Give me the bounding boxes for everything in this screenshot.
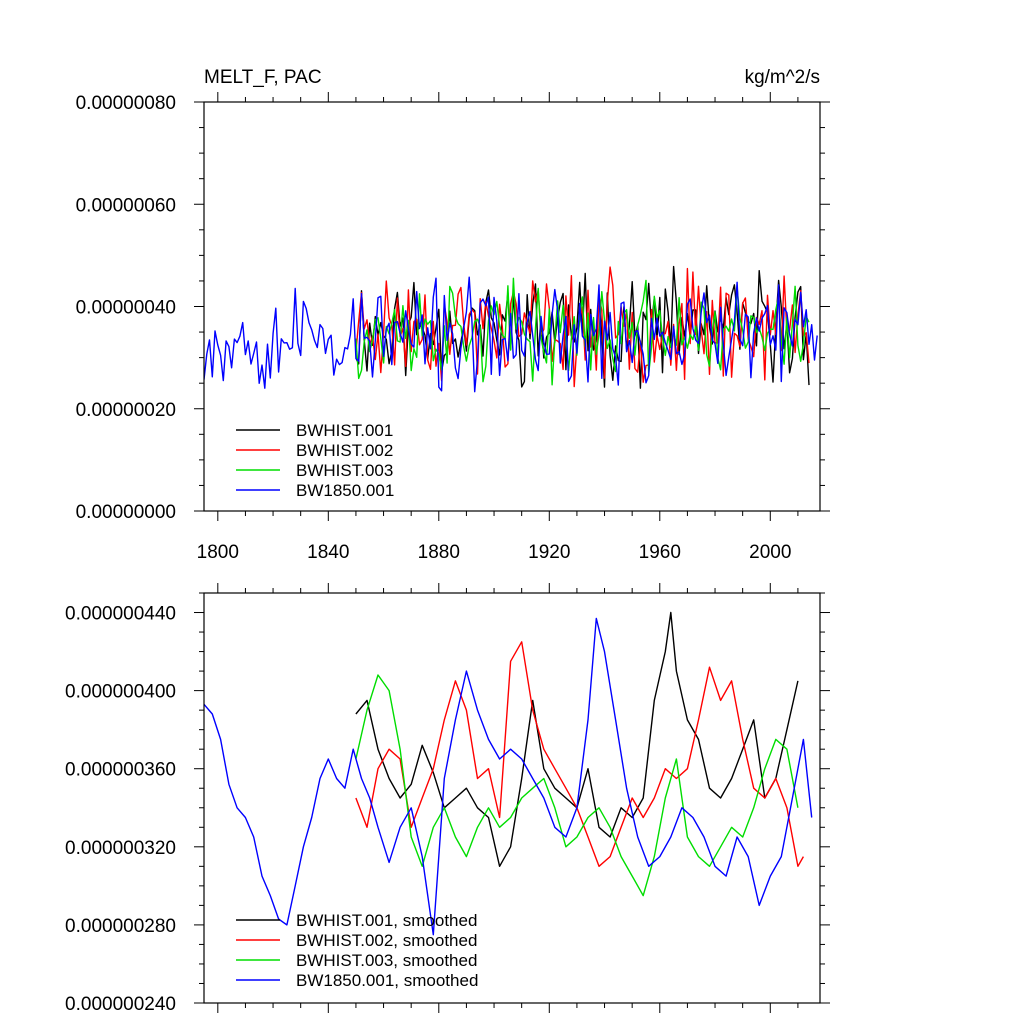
y-tick-label: 0.000000280 [65,916,176,937]
units-label: kg/m^2/s [745,67,820,88]
top-panel: MELT_F, PAC kg/m^2/s 1800 1840 1880 1920 196… [76,67,830,563]
series-line-4 [204,617,813,936]
bottom-series-group [204,611,813,936]
legend-label-4: BW1850.001 [296,481,394,500]
bottom-axes: 0.000000240 0.000000280 0.000000320 0.00000… [65,583,830,1015]
x-tick-label: 1840 [307,542,349,563]
legend-label-4: BW1850.001, smoothed [296,971,478,990]
top-series-group [204,265,818,393]
y-tick-label: 0.00000060 [76,195,176,216]
legend-label-1: BWHIST.001, smoothed [296,911,477,930]
y-tick-label: 0.00000000 [76,502,176,523]
series-line-4 [204,276,818,393]
y-tick-label: 0.000000400 [65,682,176,703]
plot-frame [203,592,821,1004]
y-tick-label: 0.00000080 [76,93,176,114]
chart-title: MELT_F, PAC [204,67,322,88]
x-tick-label: 1880 [418,542,460,563]
series-line-2 [355,641,805,867]
series-line-3 [355,674,799,897]
top-axes: 1800 1840 1880 1920 1960 2000 0.00000000 0.0000… [76,92,830,563]
y-tick-label: 0.000000360 [65,760,176,781]
x-tick-label: 1800 [197,542,239,563]
x-tick-label: 1920 [528,542,570,563]
x-tick-label: 2000 [749,542,791,563]
legend-label-3: BWHIST.003, smoothed [296,951,477,970]
y-tick-label: 0.00000020 [76,400,176,421]
y-tick-label: 0.000000440 [65,604,176,625]
legend-label-2: BWHIST.002, smoothed [296,931,477,950]
y-tick-label: 0.000000320 [65,838,176,859]
x-tick-label: 1960 [639,542,681,563]
legend-label-2: BWHIST.002 [296,441,393,460]
bottom-panel: 0.000000240 0.000000280 0.000000320 0.00000… [65,583,830,1015]
y-tick-label: 0.00000040 [76,298,176,319]
series-line-1 [355,611,799,867]
legend-label-1: BWHIST.001 [296,421,393,440]
y-tick-label: 0.000000240 [65,994,176,1015]
legend-label-3: BWHIST.003 [296,461,393,480]
